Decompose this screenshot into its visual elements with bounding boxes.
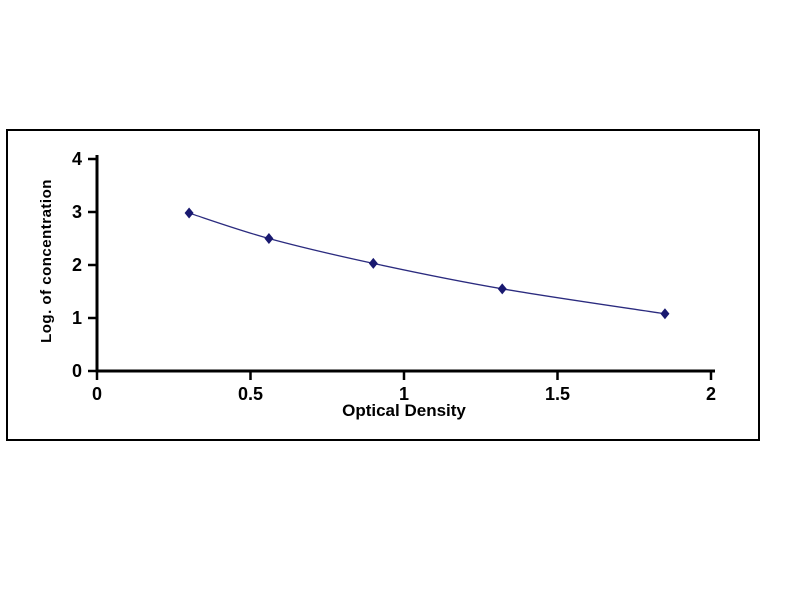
data-point-marker — [184, 207, 194, 219]
x-tick-label: 0.5 — [238, 384, 263, 404]
y-axis-label: Log. of concentration — [38, 179, 55, 343]
standard-curve-line — [188, 212, 666, 315]
data-point-marker — [660, 308, 670, 320]
y-tick-label: 0 — [72, 361, 82, 381]
data-point-marker — [368, 257, 378, 269]
x-tick-label: 0 — [92, 384, 102, 404]
x-tick-label: 1.5 — [545, 384, 570, 404]
x-tick-label: 1 — [399, 384, 409, 404]
y-tick-label: 2 — [72, 255, 82, 275]
chart-frame: 0 1 2 3 4 0 0.5 1 1.5 2 Log. of concentration Opt… — [6, 129, 760, 441]
data-point-marker — [264, 233, 274, 244]
y-tick-label: 1 — [72, 308, 82, 328]
x-axis-label: Optical Density — [342, 401, 466, 420]
x-tick-label: 2 — [706, 384, 716, 404]
y-tick-label: 4 — [72, 149, 82, 169]
standard-curve-plot: 0 1 2 3 4 0 0.5 1 1.5 2 — [72, 149, 716, 404]
y-tick-label: 3 — [72, 202, 82, 222]
data-point-marker — [497, 283, 507, 295]
